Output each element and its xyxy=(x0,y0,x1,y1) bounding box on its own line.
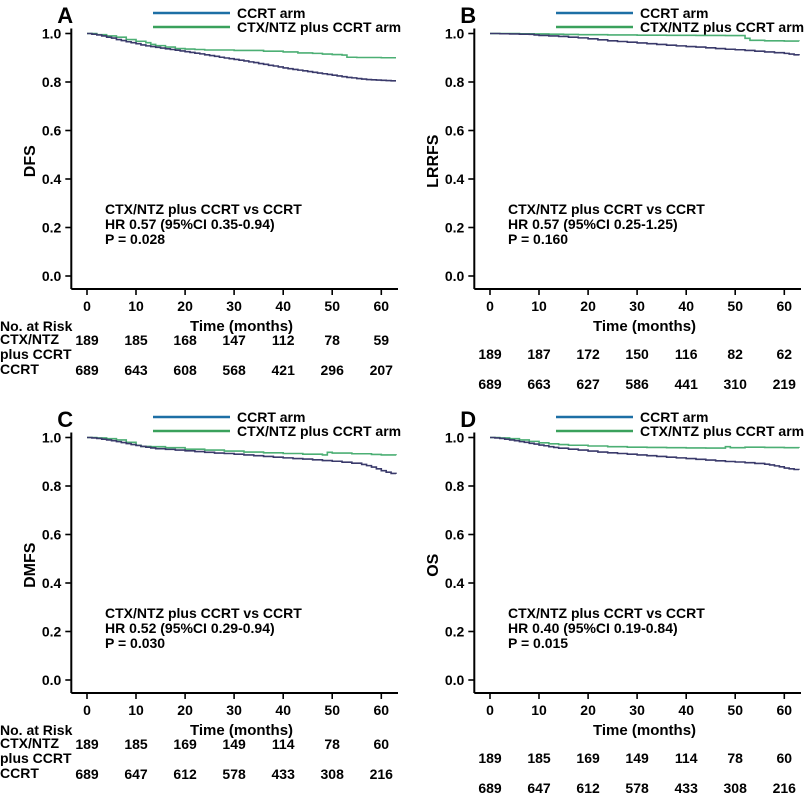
svg-text:CTX/NTZ plus CCRT vs CCRT: CTX/NTZ plus CCRT vs CCRT xyxy=(508,201,705,217)
svg-text:0: 0 xyxy=(83,702,91,718)
svg-text:40: 40 xyxy=(275,702,291,718)
svg-text:0.0: 0.0 xyxy=(42,268,62,284)
svg-text:0.0: 0.0 xyxy=(42,672,62,688)
svg-text:50: 50 xyxy=(727,702,743,718)
svg-text:OS: OS xyxy=(425,553,442,576)
svg-text:CTX/NTZ plus CCRT arm: CTX/NTZ plus CCRT arm xyxy=(237,19,401,35)
svg-text:0.2: 0.2 xyxy=(42,220,62,236)
svg-text:30: 30 xyxy=(226,702,242,718)
svg-text:60: 60 xyxy=(777,702,793,718)
svg-text:CTX/NTZ plus CCRT arm: CTX/NTZ plus CCRT arm xyxy=(640,423,804,439)
svg-text:20: 20 xyxy=(580,298,596,314)
svg-text:10: 10 xyxy=(128,702,144,718)
svg-text:C: C xyxy=(57,407,73,432)
svg-text:DMFS: DMFS xyxy=(22,542,39,588)
svg-text:CTX/NTZ plus CCRT arm: CTX/NTZ plus CCRT arm xyxy=(237,423,401,439)
svg-text:0.4: 0.4 xyxy=(42,171,62,187)
svg-text:0.2: 0.2 xyxy=(445,220,465,236)
svg-text:0: 0 xyxy=(486,702,494,718)
svg-text:40: 40 xyxy=(678,702,694,718)
svg-text:10: 10 xyxy=(531,702,547,718)
svg-text:60: 60 xyxy=(374,298,390,314)
svg-text:40: 40 xyxy=(275,298,291,314)
svg-text:60: 60 xyxy=(374,702,390,718)
svg-text:HR 0.52 (95%CI 0.29-0.94): HR 0.52 (95%CI 0.29-0.94) xyxy=(105,620,275,636)
svg-text:P = 0.028: P = 0.028 xyxy=(105,231,165,247)
svg-text:B: B xyxy=(460,3,476,28)
svg-text:DFS: DFS xyxy=(22,145,39,177)
svg-text:HR 0.57 (95%CI 0.25-1.25): HR 0.57 (95%CI 0.25-1.25) xyxy=(508,216,678,232)
svg-text:10: 10 xyxy=(128,298,144,314)
svg-text:0.6: 0.6 xyxy=(445,123,465,139)
svg-text:0.4: 0.4 xyxy=(42,575,62,591)
svg-text:0.8: 0.8 xyxy=(42,74,62,90)
svg-text:CTX/NTZ plus CCRT vs CCRT: CTX/NTZ plus CCRT vs CCRT xyxy=(105,605,302,621)
svg-text:0: 0 xyxy=(486,298,494,314)
svg-text:10: 10 xyxy=(531,298,547,314)
svg-text:0: 0 xyxy=(83,298,91,314)
svg-text:20: 20 xyxy=(177,702,193,718)
svg-text:P = 0.015: P = 0.015 xyxy=(508,635,568,651)
svg-text:0.2: 0.2 xyxy=(42,624,62,640)
svg-text:20: 20 xyxy=(177,298,193,314)
svg-text:LRRFS: LRRFS xyxy=(425,134,442,188)
svg-text:30: 30 xyxy=(226,298,242,314)
svg-text:50: 50 xyxy=(324,298,340,314)
svg-text:50: 50 xyxy=(727,298,743,314)
svg-text:0.4: 0.4 xyxy=(445,171,465,187)
svg-text:A: A xyxy=(57,3,73,28)
svg-text:D: D xyxy=(460,407,476,432)
svg-text:CTX/NTZ plus CCRT vs CCRT: CTX/NTZ plus CCRT vs CCRT xyxy=(508,605,705,621)
svg-text:P = 0.160: P = 0.160 xyxy=(508,231,568,247)
svg-text:0.8: 0.8 xyxy=(445,478,465,494)
svg-text:30: 30 xyxy=(629,702,645,718)
svg-text:CTX/NTZ plus CCRT arm: CTX/NTZ plus CCRT arm xyxy=(640,19,804,35)
svg-text:0.0: 0.0 xyxy=(445,672,465,688)
svg-text:0.4: 0.4 xyxy=(445,575,465,591)
svg-text:P = 0.030: P = 0.030 xyxy=(105,635,165,651)
svg-text:0.6: 0.6 xyxy=(42,527,62,543)
svg-text:60: 60 xyxy=(777,298,793,314)
svg-text:HR 0.57 (95%CI 0.35-0.94): HR 0.57 (95%CI 0.35-0.94) xyxy=(105,216,275,232)
svg-text:0.2: 0.2 xyxy=(445,624,465,640)
svg-text:20: 20 xyxy=(580,702,596,718)
svg-text:30: 30 xyxy=(629,298,645,314)
svg-text:HR 0.40 (95%CI 0.19-0.84): HR 0.40 (95%CI 0.19-0.84) xyxy=(508,620,678,636)
svg-text:0.6: 0.6 xyxy=(445,527,465,543)
svg-text:0.6: 0.6 xyxy=(42,123,62,139)
svg-text:CTX/NTZ plus CCRT vs CCRT: CTX/NTZ plus CCRT vs CCRT xyxy=(105,201,302,217)
svg-text:0.0: 0.0 xyxy=(445,268,465,284)
svg-text:0.8: 0.8 xyxy=(445,74,465,90)
svg-text:0.8: 0.8 xyxy=(42,478,62,494)
svg-text:40: 40 xyxy=(678,298,694,314)
svg-text:50: 50 xyxy=(324,702,340,718)
